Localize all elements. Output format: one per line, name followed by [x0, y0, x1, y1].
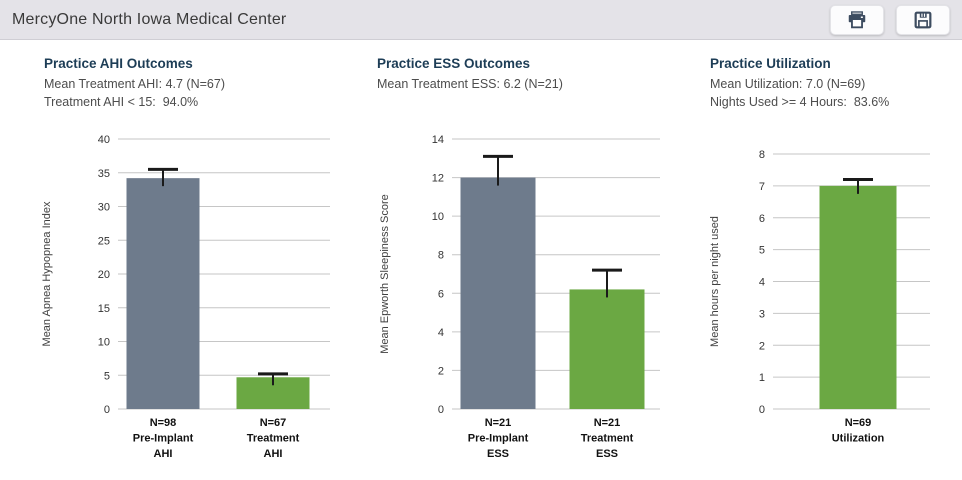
stat-line: Mean Treatment ESS: 6.2 (N=21) — [377, 77, 563, 91]
header-actions — [830, 4, 950, 35]
utilization-bar-chart: 0 1 2 3 4 5 6 7 8 N=69 Utilization Mean hours per n… — [709, 149, 930, 445]
y-tick-label: 4 — [759, 277, 765, 289]
y-tick-label: 30 — [98, 202, 110, 214]
y-tick-label: 8 — [759, 149, 765, 161]
x-category-label: N=98 — [150, 417, 177, 429]
y-tick-label: 0 — [438, 404, 444, 416]
y-tick-label: 4 — [438, 327, 444, 339]
panel-stats: Mean Treatment AHI: 4.7 (N=67) Treatment… — [44, 75, 350, 115]
y-tick-label: 1 — [759, 372, 765, 384]
y-tick-label: 5 — [759, 245, 765, 257]
y-tick-label: 5 — [104, 370, 110, 382]
y-tick-label: 6 — [438, 288, 444, 300]
panel-ahi-outcomes: Practice AHI Outcomes Mean Treatment AHI… — [30, 56, 350, 479]
stat-line: Nights Used >= 4 Hours: 83.6% — [710, 95, 890, 109]
bar — [569, 289, 645, 409]
y-axis-title: Mean Epworth Sleepiness Score — [379, 194, 391, 354]
x-category-label: Treatment — [247, 433, 300, 445]
stat-line: Mean Treatment AHI: 4.7 (N=67) — [44, 77, 225, 91]
x-category-label: N=67 — [260, 417, 287, 429]
y-tick-label: 7 — [759, 181, 765, 193]
y-tick-label: 0 — [759, 404, 765, 416]
y-tick-label: 0 — [104, 404, 110, 416]
x-category-label: AHI — [154, 448, 173, 460]
x-category-label: Utilization — [832, 433, 885, 445]
bar — [460, 177, 536, 409]
stat-line: Treatment AHI < 15: 94.0% — [44, 95, 199, 109]
y-tick-label: 12 — [432, 173, 444, 185]
y-tick-label: 3 — [759, 308, 765, 320]
y-tick-label: 14 — [432, 134, 444, 146]
y-tick-label: 8 — [438, 250, 444, 262]
panel-stats: Mean Utilization: 7.0 (N=69) Nights Used… — [710, 75, 962, 115]
x-category-label: N=69 — [845, 417, 872, 429]
x-category-label: Pre-Implant — [133, 433, 194, 445]
x-category-label: Treatment — [581, 433, 634, 445]
page-title: MercyOne North Iowa Medical Center — [12, 10, 287, 28]
y-tick-label: 10 — [98, 337, 110, 349]
panel-stats: Mean Treatment ESS: 6.2 (N=21) — [377, 75, 683, 115]
save-icon — [914, 11, 932, 28]
panel-ess-outcomes: Practice ESS Outcomes Mean Treatment ESS… — [363, 56, 683, 479]
header-bar: MercyOne North Iowa Medical Center — [0, 0, 962, 40]
y-tick-label: 2 — [438, 365, 444, 377]
x-category-label: ESS — [596, 448, 618, 460]
save-button[interactable] — [896, 4, 950, 35]
ess-bar-chart: 0 2 4 6 8 10 12 14 N=21 Pre-Implant ESS N=21 Treatme… — [379, 134, 660, 460]
y-tick-label: 20 — [98, 269, 110, 281]
bar — [126, 178, 200, 409]
y-tick-label: 2 — [759, 340, 765, 352]
y-tick-label: 10 — [432, 211, 444, 223]
stat-line: Mean Utilization: 7.0 (N=69) — [710, 77, 866, 91]
y-tick-label: 15 — [98, 303, 110, 315]
y-axis-title: Mean hours per night used — [709, 216, 721, 347]
x-category-label: ESS — [487, 448, 509, 460]
y-tick-label: 40 — [98, 134, 110, 146]
print-button[interactable] — [830, 4, 884, 35]
x-category-label: N=21 — [594, 417, 621, 429]
y-tick-label: 6 — [759, 213, 765, 225]
y-tick-label: 25 — [98, 235, 110, 247]
y-axis-title: Mean Apnea Hypopnea Index — [41, 201, 53, 346]
panel-title: Practice AHI Outcomes — [44, 56, 193, 71]
bar — [819, 185, 897, 409]
panel-title: Practice Utilization — [710, 56, 831, 71]
panel-title: Practice ESS Outcomes — [377, 56, 531, 71]
x-category-label: Pre-Implant — [468, 433, 529, 445]
y-tick-label: 35 — [98, 168, 110, 180]
printer-icon — [848, 10, 866, 28]
ahi-bar-chart: 0 5 10 15 20 25 30 35 40 N=98 Pre-Implant AHI N=67 Tr… — [41, 134, 330, 460]
x-category-label: AHI — [264, 448, 283, 460]
x-category-label: N=21 — [485, 417, 512, 429]
panel-utilization: Practice Utilization Mean Utilization: 7… — [696, 56, 962, 479]
